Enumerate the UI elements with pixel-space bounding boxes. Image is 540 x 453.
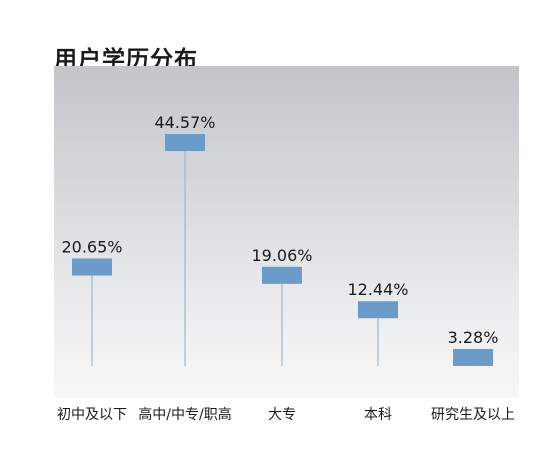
category-label: 大专 <box>268 407 296 423</box>
data-label: 12.44% <box>347 280 408 299</box>
category-label: 初中及以下 <box>57 407 127 423</box>
category-label: 研究生及以上 <box>431 407 515 423</box>
bar-marker <box>453 348 493 366</box>
data-label: 20.65% <box>61 238 122 257</box>
data-label: 19.06% <box>251 246 312 265</box>
category-label: 高中/中专/职高 <box>138 407 232 423</box>
bar-marker <box>72 258 112 276</box>
bar-marker <box>262 266 302 284</box>
data-label: 3.28% <box>448 328 499 347</box>
bar-marker <box>165 134 205 151</box>
plot-area: 20.65% 44.57% 19.06% 12.44% 3.28% <box>61 113 499 366</box>
category-label: 本科 <box>364 407 392 423</box>
plot-background <box>54 66 519 398</box>
bar-marker <box>358 301 398 319</box>
data-label: 44.57% <box>154 113 215 132</box>
